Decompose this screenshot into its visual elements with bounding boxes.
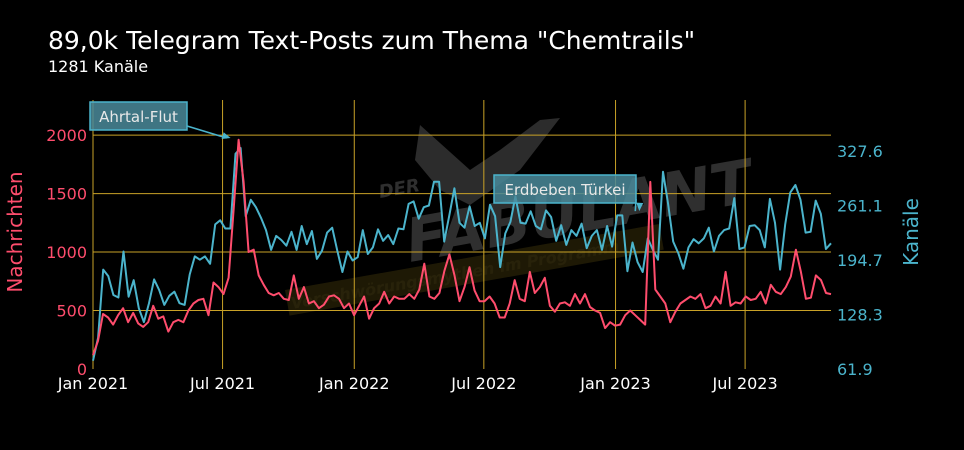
annotation-arrow — [186, 125, 227, 139]
y2-tick-label: 261.1 — [837, 196, 883, 215]
x-tick-label: Jan 2023 — [579, 374, 650, 393]
chart-subtitle: 1281 Kanäle — [48, 57, 149, 76]
x-tick-label: Jan 2022 — [318, 374, 389, 393]
y-tick-label: 1500 — [46, 185, 87, 204]
annotation-arrowhead — [636, 202, 644, 212]
watermark-bird-icon — [415, 118, 560, 205]
annotations: Ahrtal-Flut Erdbeben Türkei — [89, 101, 644, 212]
y2-tick-label: 128.3 — [837, 305, 883, 324]
annotation-arrowhead — [221, 132, 231, 139]
grid-lines — [92, 100, 831, 369]
annotation-label: Erdbeben Türkei — [504, 181, 625, 199]
annotation-label: Ahrtal-Flut — [99, 108, 178, 126]
series-group — [92, 138, 832, 361]
watermark: DER FABULANT Verschwörungsmythen im Prog… — [284, 118, 761, 316]
annotation-box — [89, 101, 188, 131]
x-tick-label: Jan 2021 — [57, 374, 128, 393]
watermark-banner-box — [284, 224, 664, 316]
series-line-kanaele — [92, 147, 832, 361]
annotation-box — [493, 174, 637, 204]
series-line-nachrichten — [92, 138, 832, 356]
y-axis-left-label: Nachrichten — [3, 171, 27, 292]
watermark-top: DER — [377, 175, 421, 203]
y-axis-right-label: Kanäle — [899, 198, 923, 266]
x-tick-label: Jul 2022 — [450, 374, 516, 393]
axis-ticks: 0 500 1000 1500 2000 61.9 128.3 194.7 261.1 327.6… — [46, 126, 883, 393]
y-tick-label: 0 — [77, 360, 87, 379]
y2-tick-label: 327.6 — [837, 142, 883, 161]
chart-title: 89,0k Telegram Text-Posts zum Thema "Che… — [48, 26, 696, 55]
y2-tick-label: 194.7 — [837, 251, 883, 270]
y-tick-label: 1000 — [46, 243, 87, 262]
y2-tick-label: 61.9 — [837, 360, 873, 379]
x-tick-label: Jul 2023 — [712, 374, 778, 393]
x-tick-label: Jul 2021 — [189, 374, 255, 393]
y-tick-label: 500 — [56, 302, 87, 321]
y-tick-label: 2000 — [46, 126, 87, 145]
